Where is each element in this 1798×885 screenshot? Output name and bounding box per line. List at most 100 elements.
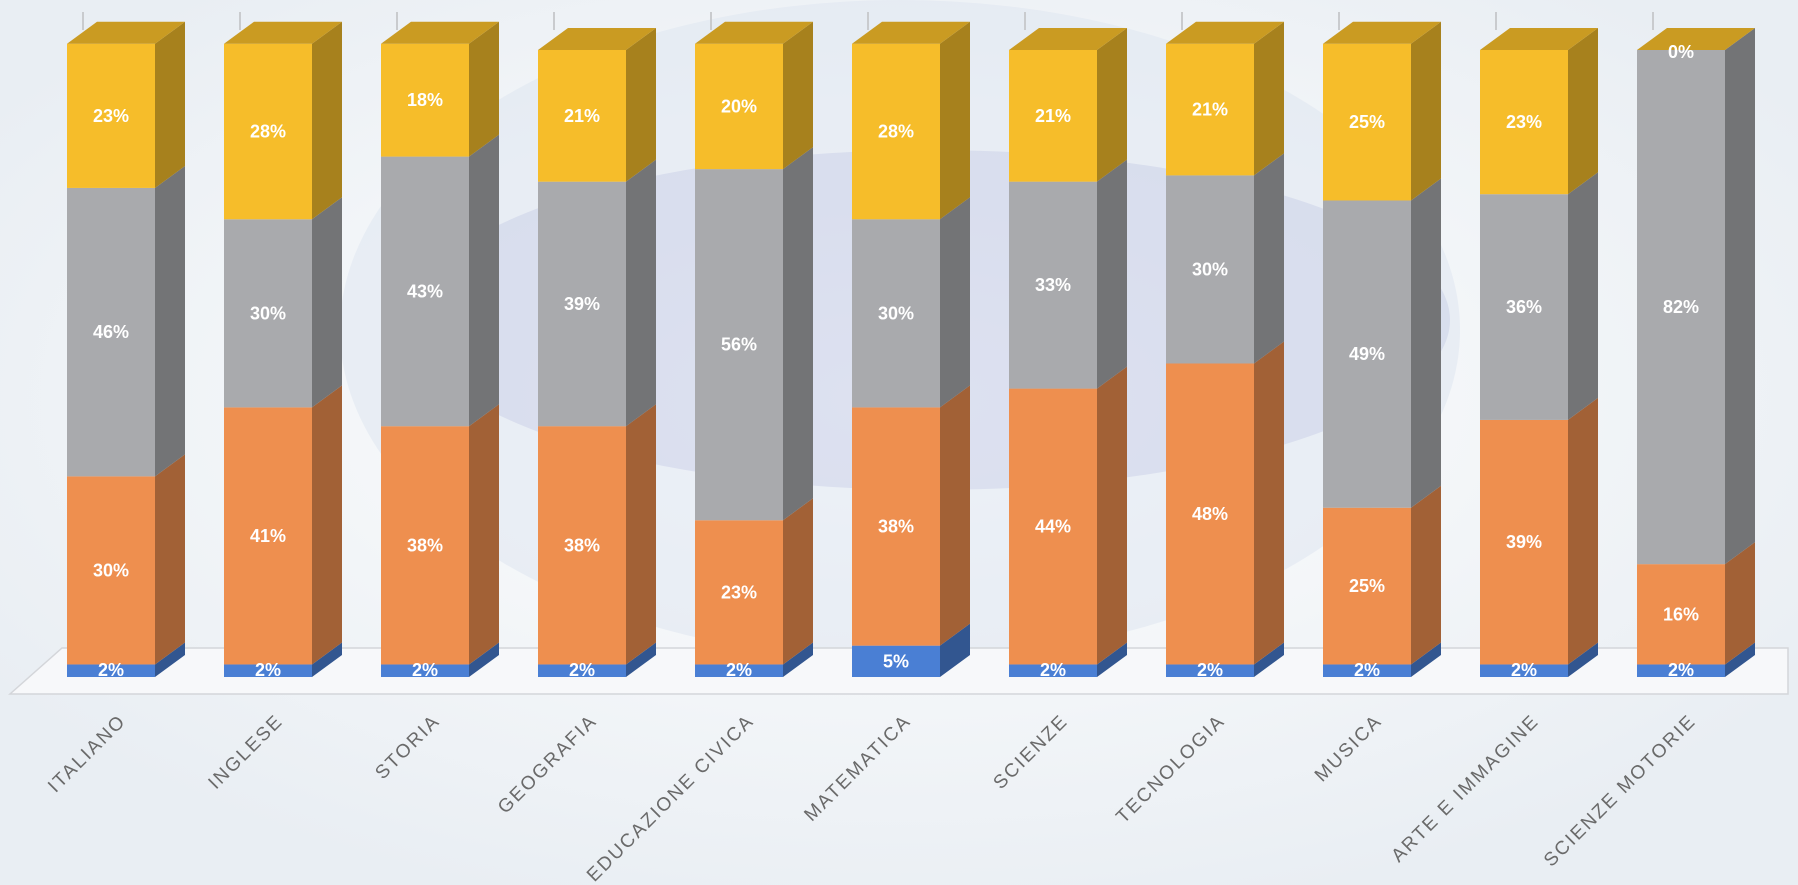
bar-segment-side (1568, 397, 1598, 665)
bar-segment-front (67, 664, 155, 677)
data-label: 21% (1035, 106, 1071, 126)
bar-segment-side (783, 147, 813, 521)
bar-top-face (1637, 28, 1755, 50)
bar-segment-front (852, 219, 940, 408)
bar-segment-side (469, 21, 499, 157)
bar-top-face (1166, 21, 1284, 44)
data-label: 2% (1354, 660, 1380, 680)
bar-segment-front (1480, 50, 1568, 195)
data-label: 2% (726, 660, 752, 680)
bar-segment-front (852, 645, 940, 677)
data-label: 2% (1197, 660, 1223, 680)
data-label: 2% (1668, 660, 1694, 680)
data-label: 18% (407, 90, 443, 110)
bar-segment-front (1480, 664, 1568, 677)
bar-segment-front (1480, 194, 1568, 420)
bar-segment-side (1097, 642, 1127, 677)
bar-segment-side (783, 21, 813, 170)
data-label: 23% (721, 582, 757, 602)
bar-top-face (67, 21, 185, 44)
data-label: 2% (412, 660, 438, 680)
bar-top-face (1009, 28, 1127, 50)
bar-segment-front (67, 187, 155, 477)
bar-segment-side (940, 623, 970, 677)
bar-segment-front (1166, 664, 1254, 677)
bar-matematica: 5% 38% 30% 28% (852, 12, 970, 677)
data-label: 2% (569, 660, 595, 680)
bar-segment-side (1254, 153, 1284, 364)
data-label: 48% (1192, 504, 1228, 524)
data-label: 25% (1349, 576, 1385, 596)
bar-segment-front (1637, 664, 1725, 677)
bar-segment-side (312, 21, 342, 220)
data-label: 2% (1040, 660, 1066, 680)
data-label: 46% (93, 322, 129, 342)
bar-segment-front (852, 407, 940, 646)
bar-segment-front (1323, 200, 1411, 508)
bar-segment-side (1097, 159, 1127, 389)
data-label: 38% (564, 535, 600, 555)
bar-segment-front (381, 426, 469, 665)
bar-segment-front (1166, 175, 1254, 364)
data-label: 30% (93, 560, 129, 580)
bar-segment-side (1411, 642, 1441, 677)
bar-segment-front (1166, 43, 1254, 176)
bar-tecnologia: 2% 48% 30% 21% (1166, 12, 1284, 680)
data-label: 21% (564, 106, 600, 126)
data-label: 39% (1506, 532, 1542, 552)
bar-segment-side (626, 404, 656, 665)
bar-segment-front (538, 50, 626, 182)
bar-segment-side (1097, 366, 1127, 665)
bar-segment-front (695, 43, 783, 170)
bar-segment-side (1568, 172, 1598, 420)
bar-top-face (852, 21, 970, 44)
bar-segment-side (469, 404, 499, 665)
data-label: 30% (878, 303, 914, 323)
bar-segment-side (1254, 21, 1284, 176)
bar-segment-front (381, 664, 469, 677)
bar-segment-front (1323, 43, 1411, 201)
bar-segment-side (1725, 642, 1755, 677)
bar-segment-side (626, 159, 656, 427)
data-label: 5% (883, 651, 909, 671)
bar-segment-front (695, 664, 783, 677)
bar-segment-front (1480, 419, 1568, 665)
data-label: 0% (1668, 42, 1694, 62)
bar-segment-front (852, 43, 940, 220)
bar-storia: 2% 38% 43% 18% (381, 12, 499, 680)
bar-segment-front (224, 219, 312, 408)
bar-segment-side (1568, 642, 1598, 677)
bar-top-face (224, 21, 342, 44)
data-label: 43% (407, 281, 443, 301)
bar-segment-side (1411, 178, 1441, 508)
bar-segment-front (1637, 50, 1725, 565)
bar-segment-side (1254, 341, 1284, 665)
bar-segment-side (1411, 21, 1441, 201)
data-label: 28% (878, 122, 914, 142)
bars-layer: 2% 30% 46% 23% 2% 41% 30% 28% 2% 38% 43% 18% 2% 38% 39… (67, 12, 1755, 680)
bar-geografia: 2% 38% 39% 21% (538, 12, 656, 680)
bar-italiano: 2% 30% 46% 23% (67, 12, 185, 680)
bar-segment-front (1323, 507, 1411, 665)
data-label: 23% (1506, 112, 1542, 132)
bar-scienze-motorie: 2% 16% 82% 0% (1637, 12, 1755, 680)
data-label: 44% (1035, 517, 1071, 537)
data-label: 36% (1506, 297, 1542, 317)
data-label: 2% (255, 660, 281, 680)
bar-segment-front (381, 156, 469, 427)
bar-segment-front (1637, 564, 1725, 665)
bar-top-face (1480, 28, 1598, 50)
bar-segment-side (1568, 28, 1598, 195)
bar-segment-side (155, 165, 185, 477)
bar-educazione-civica: 2% 23% 56% 20% (695, 12, 813, 680)
bar-segment-side (940, 197, 970, 408)
bar-segment-front (1009, 664, 1097, 677)
bar-segment-side (1725, 28, 1755, 565)
bar-top-face (1323, 21, 1441, 44)
bar-segment-front (1323, 664, 1411, 677)
data-label: 2% (1511, 660, 1537, 680)
data-label: 21% (1192, 100, 1228, 120)
bar-segment-side (469, 134, 499, 427)
